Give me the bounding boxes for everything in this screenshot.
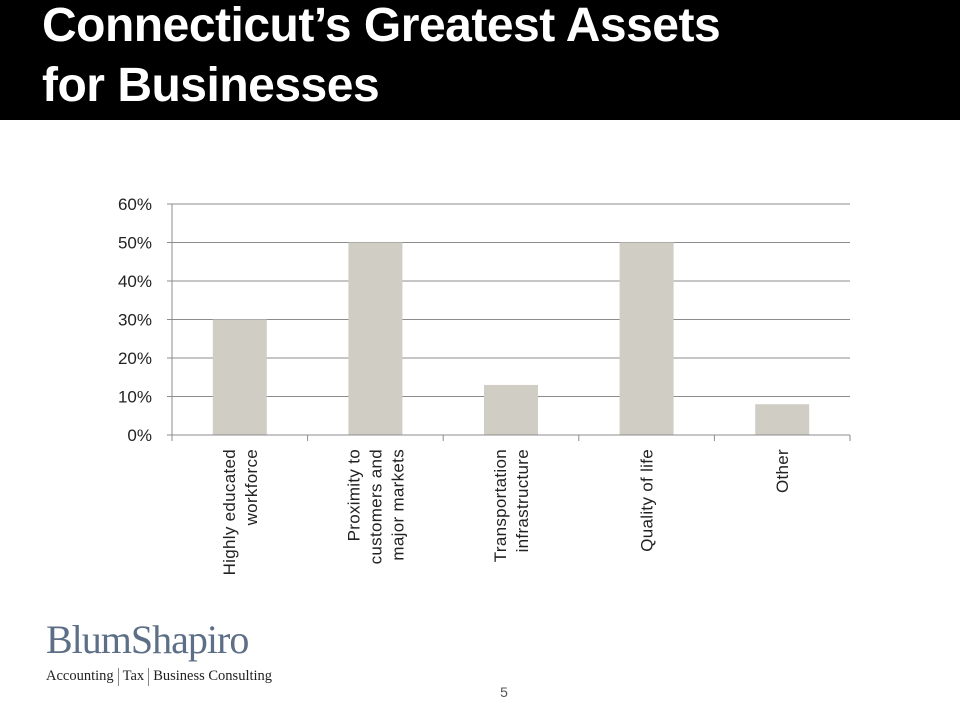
gridlines xyxy=(172,203,850,397)
page-number: 5 xyxy=(500,684,508,700)
bar xyxy=(484,384,538,435)
bar xyxy=(755,404,810,435)
x-category-label: Proximity to xyxy=(344,449,363,541)
y-tick-label: 20% xyxy=(118,349,152,368)
x-category-label: Quality of life xyxy=(638,449,657,552)
x-category-label: workforce xyxy=(242,449,261,526)
slide-title-line-2: for Businesses xyxy=(42,59,380,112)
blumshapiro-logo: BlumShapiro Accounting Tax Business Consul… xyxy=(46,618,286,690)
logo-tagline: Accounting Tax Business Consulting xyxy=(46,666,272,686)
y-tick-label: 50% xyxy=(118,234,152,253)
logo-tagline-tax: Tax xyxy=(122,668,145,684)
y-tick-labels: 0% 10% 20% 30% 40% 50% 60% xyxy=(118,195,152,445)
x-category-label: infrastructure xyxy=(513,449,532,552)
logo-tagline-accounting: Accounting xyxy=(46,668,114,684)
y-tick-label: 30% xyxy=(118,311,152,330)
bars xyxy=(212,242,810,435)
bar-chart: 0% 10% 20% 30% 40% 50% 60% Highly educated work… xyxy=(118,195,851,575)
bar xyxy=(348,242,403,435)
x-category-label: Other xyxy=(773,449,792,493)
title-bar: Connecticut’s Greatest Assets for Busine… xyxy=(0,0,960,120)
x-category-label: Transportation xyxy=(491,449,510,562)
logo-name: BlumShapiro xyxy=(46,617,249,662)
y-tick-label: 0% xyxy=(127,426,152,445)
tagline-separator xyxy=(148,667,150,686)
bar xyxy=(212,319,267,435)
x-category-labels: Highly educated workforce Proximity to cust… xyxy=(220,449,792,575)
y-tick-label: 10% xyxy=(118,388,152,407)
x-category-label: customers and xyxy=(366,449,385,564)
slide-title-line-1: Connecticut’s Greatest Assets xyxy=(42,0,721,52)
slide-title: Connecticut’s Greatest Assets for Busine… xyxy=(42,0,721,116)
tagline-separator xyxy=(117,667,119,686)
x-category-label: major markets xyxy=(388,449,407,561)
y-tick-label: 60% xyxy=(118,195,152,214)
bar xyxy=(619,242,674,435)
axes xyxy=(167,203,851,441)
x-category-label: Highly educated xyxy=(220,449,239,575)
logo-tagline-consulting: Business Consulting xyxy=(153,668,273,684)
y-tick-label: 40% xyxy=(118,272,152,291)
